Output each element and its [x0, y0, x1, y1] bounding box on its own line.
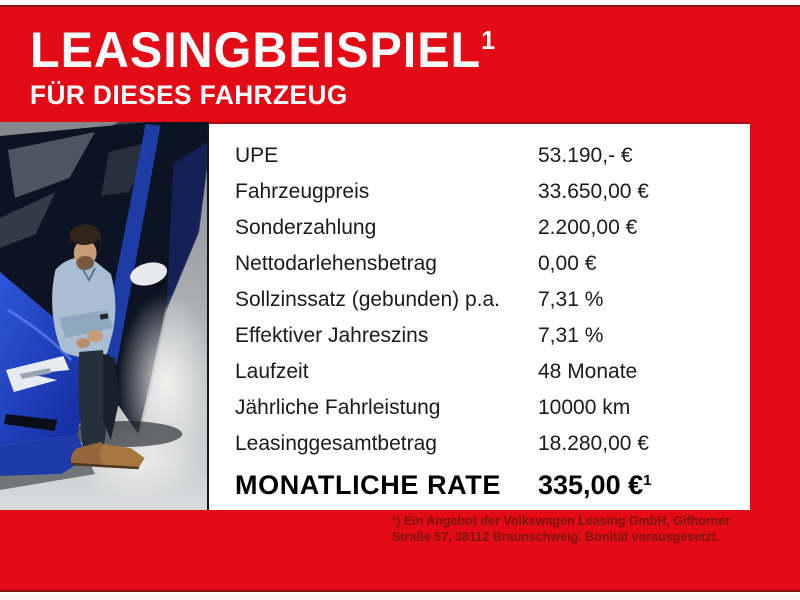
vehicle-photo [0, 122, 209, 510]
footnote: ¹) Ein Angebot der Volkswagen Leasing Gm… [392, 513, 742, 545]
table-row: Jährliche Fahrleistung 10000 km [235, 390, 750, 426]
bottom-margin-strip [0, 594, 800, 600]
table-row: Nettodarlehensbetrag 0,00 € [235, 246, 750, 282]
row-value: 48 Monate [538, 360, 638, 383]
table-row: Fahrzeugpreis 33.650,00 € [235, 174, 750, 210]
row-value: 10000 km [538, 396, 631, 419]
row-value: 53.190,- € [538, 144, 633, 167]
monthly-rate-value: 335,00 €1 [538, 470, 651, 501]
row-label: UPE [235, 144, 279, 167]
footnote-line-1: ¹) Ein Angebot der Volkswagen Leasing Gm… [392, 514, 731, 528]
monthly-rate-superscript: 1 [643, 471, 652, 489]
row-value: 33.650,00 € [538, 180, 649, 203]
content-block: UPE 53.190,- € Fahrzeugpreis 33.650,00 €… [0, 122, 750, 510]
row-label: Sollzinssatz (gebunden) p.a. [235, 288, 500, 311]
page-subtitle: FÜR DIESES FAHRZEUG [30, 80, 348, 110]
footnote-line-2: Straße 57, 38112 Braunschweig. Bonität v… [392, 530, 720, 544]
row-label: Sonderzahlung [235, 216, 377, 239]
row-label: Effektiver Jahreszins [235, 324, 429, 347]
monthly-rate-label: MONATLICHE RATE [235, 469, 501, 500]
row-value: 7,31 % [538, 324, 604, 347]
row-label: Leasinggesamtbetrag [235, 432, 437, 455]
page-title-superscript: 1 [481, 25, 496, 55]
person-illustration [52, 224, 145, 470]
row-label: Laufzeit [235, 360, 309, 383]
vehicle-photo-illustration [0, 122, 207, 510]
row-value: 2.200,00 € [538, 216, 638, 239]
table-row: Sonderzahlung 2.200,00 € [235, 210, 750, 246]
page-title-text: LEASINGBEISPIEL [30, 22, 482, 78]
page-title: LEASINGBEISPIEL1 [30, 25, 495, 75]
leasing-details-panel: UPE 53.190,- € Fahrzeugpreis 33.650,00 €… [209, 122, 750, 510]
table-row: UPE 53.190,- € [235, 138, 750, 174]
row-value: 0,00 € [538, 252, 597, 275]
row-label: Jährliche Fahrleistung [235, 396, 441, 419]
table-row: Effektiver Jahreszins 7,31 % [235, 318, 750, 354]
car-illustration [0, 122, 207, 510]
row-label: Fahrzeugpreis [235, 180, 370, 203]
table-row: Sollzinssatz (gebunden) p.a. 7,31 % [235, 282, 750, 318]
red-background: LEASINGBEISPIEL1 FÜR DIESES FAHRZEUG [0, 5, 800, 592]
row-label: Nettodarlehensbetrag [235, 252, 437, 275]
row-value: 7,31 % [538, 288, 604, 311]
table-row: Laufzeit 48 Monate [235, 354, 750, 390]
monthly-rate-amount: 335,00 € [538, 469, 644, 500]
row-value: 18.280,00 € [538, 432, 649, 455]
header: LEASINGBEISPIEL1 FÜR DIESES FAHRZEUG [30, 25, 510, 109]
monthly-rate-row: MONATLICHE RATE 335,00 €1 [235, 465, 750, 505]
table-row: Leasinggesamtbetrag 18.280,00 € [235, 426, 750, 462]
